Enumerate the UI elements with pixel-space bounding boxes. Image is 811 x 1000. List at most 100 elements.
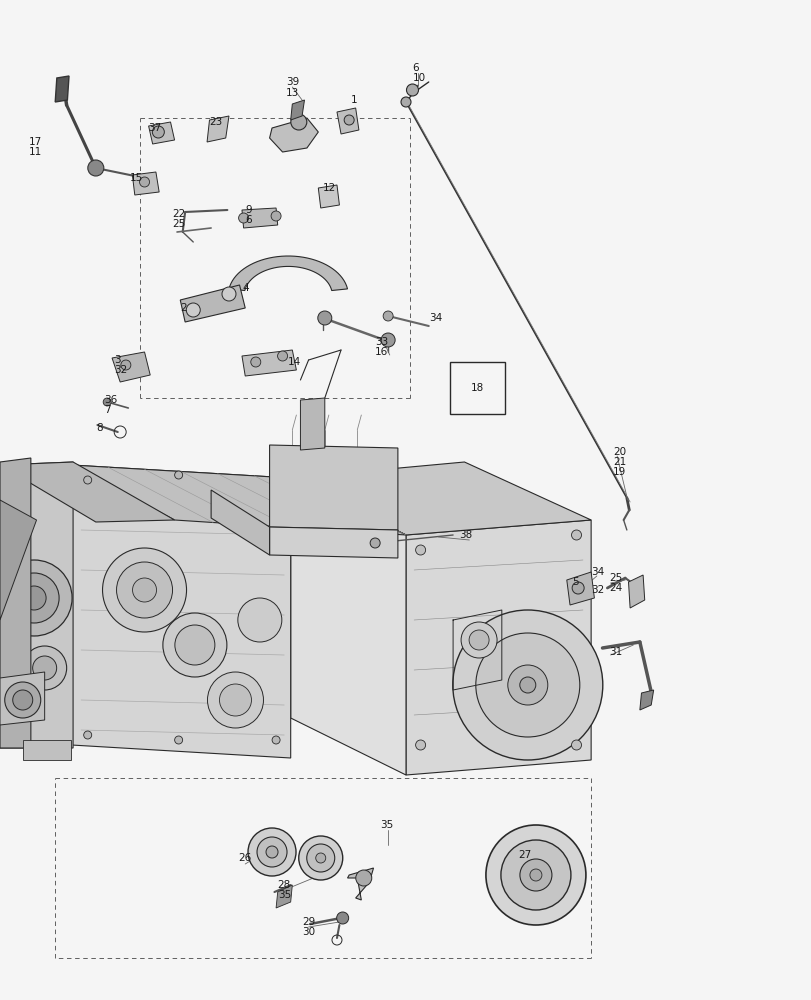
Text: 29: 29 [302, 917, 315, 927]
Text: 33: 33 [375, 337, 388, 347]
Text: 26: 26 [238, 853, 251, 863]
Circle shape [152, 126, 164, 138]
Text: 15: 15 [130, 173, 143, 183]
Polygon shape [55, 76, 69, 102]
Text: 32: 32 [590, 585, 603, 595]
Text: 4: 4 [242, 283, 248, 293]
Text: 21: 21 [612, 457, 625, 467]
Polygon shape [148, 122, 174, 144]
Circle shape [84, 476, 92, 484]
Circle shape [401, 97, 410, 107]
Text: 32: 32 [114, 365, 127, 375]
Circle shape [102, 548, 187, 632]
Text: 35: 35 [380, 820, 393, 830]
Polygon shape [132, 172, 159, 195]
Circle shape [406, 84, 418, 96]
Text: 18: 18 [470, 383, 483, 393]
Circle shape [139, 177, 149, 187]
Circle shape [519, 859, 551, 891]
Circle shape [415, 740, 425, 750]
Circle shape [121, 360, 131, 370]
Circle shape [277, 351, 287, 361]
Text: 11: 11 [29, 147, 42, 157]
Polygon shape [566, 572, 594, 605]
Circle shape [271, 211, 281, 221]
Circle shape [571, 530, 581, 540]
Text: 38: 38 [458, 530, 471, 540]
Polygon shape [628, 575, 644, 608]
Polygon shape [0, 500, 36, 620]
Polygon shape [269, 445, 397, 530]
Text: 6: 6 [412, 63, 418, 73]
Circle shape [298, 836, 342, 880]
Circle shape [32, 656, 57, 680]
Circle shape [355, 870, 371, 886]
Polygon shape [0, 462, 73, 748]
Text: 25: 25 [172, 219, 185, 229]
Text: 31: 31 [608, 647, 621, 657]
Circle shape [247, 828, 296, 876]
Text: 39: 39 [285, 77, 298, 87]
Circle shape [383, 311, 393, 321]
Text: 2: 2 [180, 303, 187, 313]
Circle shape [500, 840, 570, 910]
Text: 10: 10 [412, 73, 425, 83]
Polygon shape [269, 118, 318, 152]
Circle shape [337, 912, 348, 924]
Polygon shape [290, 100, 304, 120]
Circle shape [519, 677, 535, 693]
Polygon shape [406, 520, 590, 775]
Circle shape [13, 690, 32, 710]
Text: 34: 34 [428, 313, 441, 323]
Circle shape [238, 598, 281, 642]
Circle shape [88, 160, 104, 176]
Text: 12: 12 [323, 183, 336, 193]
Polygon shape [71, 465, 290, 758]
Polygon shape [337, 108, 358, 134]
Circle shape [84, 731, 92, 739]
Polygon shape [112, 352, 150, 382]
Polygon shape [0, 672, 45, 725]
Text: 24: 24 [608, 583, 621, 593]
Circle shape [257, 837, 286, 867]
Circle shape [307, 844, 334, 872]
Circle shape [453, 610, 602, 760]
Polygon shape [71, 465, 406, 535]
Circle shape [317, 311, 332, 325]
Polygon shape [290, 462, 590, 535]
Circle shape [5, 682, 41, 718]
Circle shape [469, 630, 488, 650]
Circle shape [415, 545, 425, 555]
Text: 30: 30 [302, 927, 315, 937]
Text: 7: 7 [104, 405, 110, 415]
Circle shape [174, 736, 182, 744]
Circle shape [103, 398, 111, 406]
Circle shape [23, 646, 67, 690]
Circle shape [315, 853, 325, 863]
Circle shape [163, 613, 226, 677]
Text: 16: 16 [375, 347, 388, 357]
Text: 3: 3 [114, 355, 120, 365]
Circle shape [530, 869, 541, 881]
Circle shape [461, 622, 496, 658]
Text: 8: 8 [96, 423, 102, 433]
Circle shape [219, 684, 251, 716]
Polygon shape [276, 885, 292, 908]
Circle shape [272, 486, 280, 494]
Circle shape [221, 287, 236, 301]
Polygon shape [0, 462, 174, 522]
Circle shape [507, 665, 547, 705]
Circle shape [0, 560, 72, 636]
Polygon shape [347, 868, 373, 900]
Text: 37: 37 [148, 123, 161, 133]
Text: 36: 36 [104, 395, 117, 405]
Polygon shape [300, 398, 324, 450]
Text: 5: 5 [572, 577, 578, 587]
Circle shape [370, 538, 380, 548]
Circle shape [251, 357, 260, 367]
Polygon shape [290, 478, 406, 775]
Polygon shape [207, 116, 229, 142]
Text: 34: 34 [590, 567, 603, 577]
Text: 27: 27 [517, 850, 530, 860]
Polygon shape [269, 527, 397, 558]
